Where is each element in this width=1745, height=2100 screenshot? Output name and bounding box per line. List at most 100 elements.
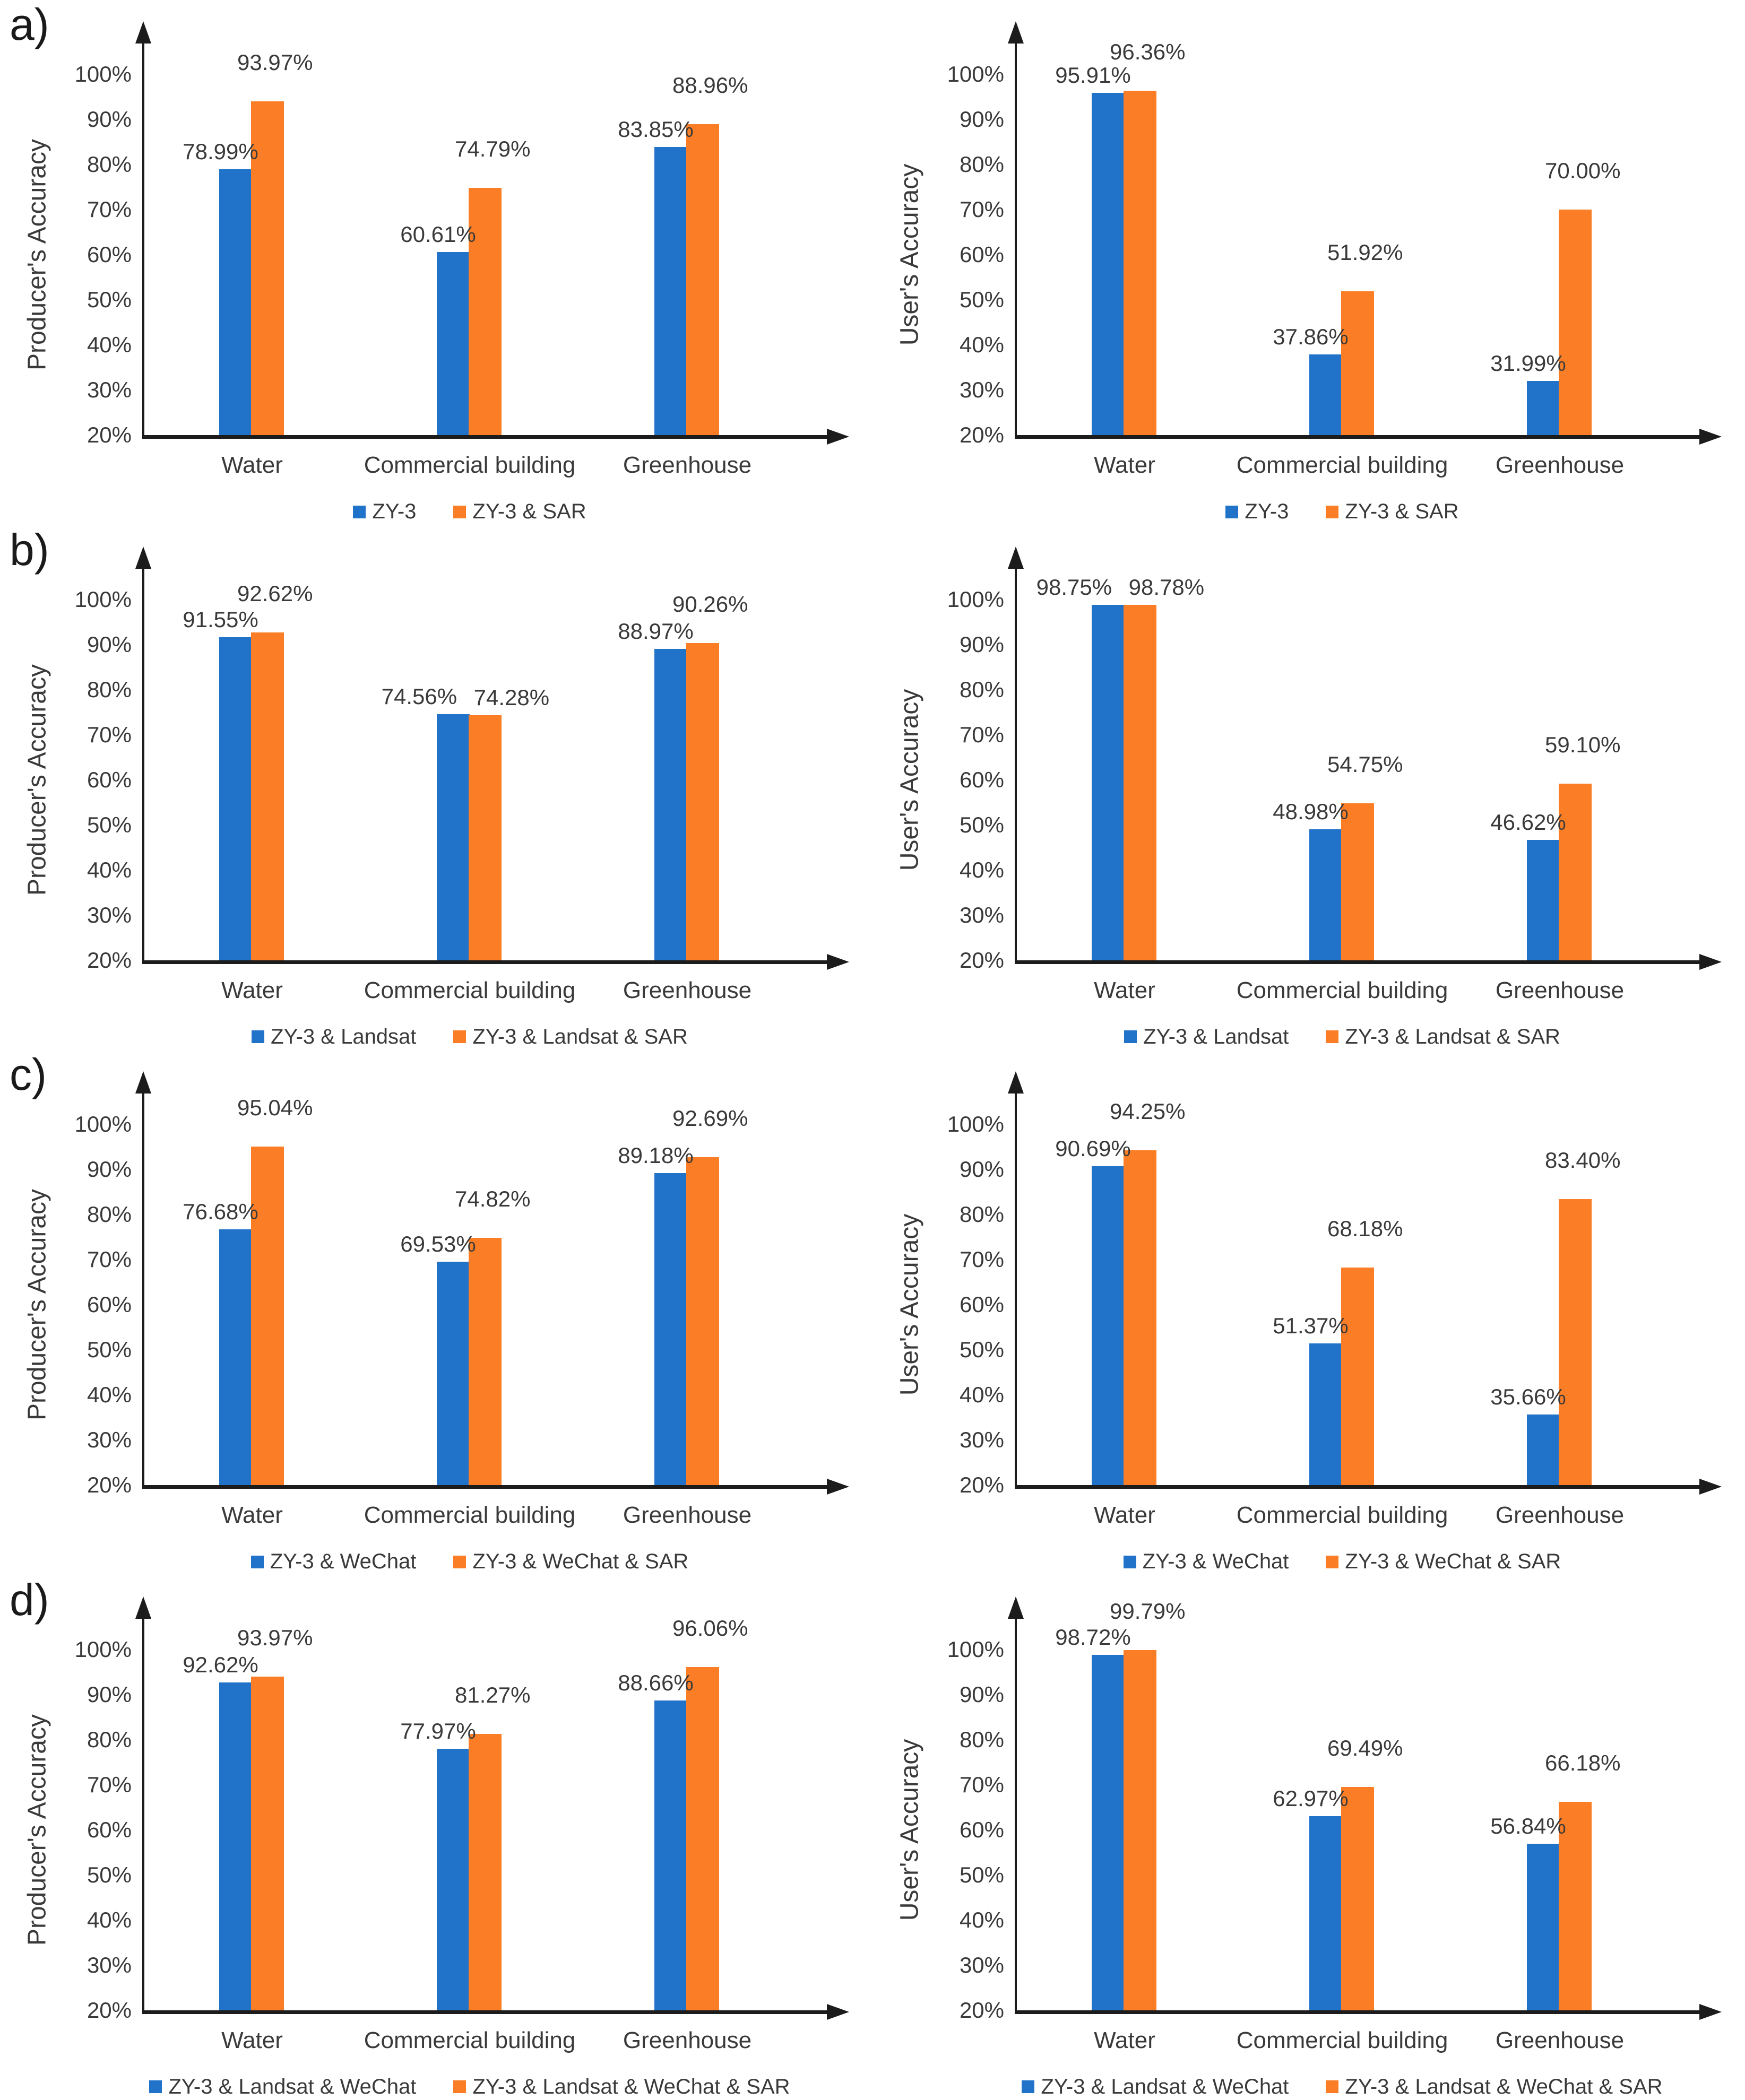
y-tick-label: 100% <box>74 1636 132 1662</box>
plot-area: 98.72% 99.79% 62.97% 69.49% 56.84% 66.18% <box>1016 1600 1669 2010</box>
legend-label: ZY-3 & Landsat & WeChat <box>168 2075 417 2098</box>
y-tick-label: 40% <box>959 1382 1004 1407</box>
bar-value-label: 96.36% <box>1110 39 1186 64</box>
y-tick-label: 50% <box>87 812 132 837</box>
y-tick-label: 60% <box>87 767 132 792</box>
legend-swatch <box>1225 505 1239 518</box>
y-tick-label: 90% <box>959 1681 1004 1707</box>
bar-value-label: 92.62% <box>183 1652 258 1678</box>
bar-value-label: 31.99% <box>1490 351 1566 376</box>
y-tick-label: 80% <box>87 1202 132 1227</box>
y-tick-label: 40% <box>87 1907 132 1932</box>
bar-value-label: 48.98% <box>1273 799 1349 825</box>
x-axis-arrow-icon <box>1699 2003 1722 2020</box>
legend-item: ZY-3 & WeChat & SAR <box>453 1550 688 1574</box>
bar-value-label: 81.27% <box>455 1682 531 1707</box>
y-tick-label: 90% <box>87 631 132 657</box>
bar-value-label: 74.56% <box>381 683 457 709</box>
bar-value-label: 69.53% <box>400 1231 476 1256</box>
legend-label: ZY-3 <box>372 500 417 523</box>
y-tick-label: 40% <box>87 332 132 357</box>
y-axis-arrow-icon <box>135 1071 151 1094</box>
bar-zy-3-landsat-wechat-sar <box>686 1667 719 2010</box>
legend-item: ZY-3 & WeChat <box>1123 1550 1289 1574</box>
bar-zy-3-landsat-wechat <box>1527 1844 1560 2010</box>
y-axis-arrow-icon <box>135 546 151 569</box>
legend-swatch <box>453 2080 467 2093</box>
bar-zy-3-sar <box>686 124 719 435</box>
x-axis-line <box>1015 960 1700 964</box>
y-tick-label: 100% <box>947 586 1004 612</box>
bar-value-label: 98.72% <box>1055 1625 1131 1650</box>
bar-zy-3-landsat <box>1092 605 1125 960</box>
legend-swatch <box>453 1555 467 1568</box>
panel-letter-d: d) <box>10 1574 49 1625</box>
bar-value-label: 90.69% <box>1055 1136 1131 1161</box>
y-tick-label: 40% <box>959 332 1004 357</box>
chart-d-users-accuracy: User's Accuracy 100% 90% 80% 70% 60% 50% 40% 30%… <box>872 1575 1745 2100</box>
x-axis-line <box>142 960 828 964</box>
legend: ZY-3 & Landsat ZY-3 & Landsat & SAR <box>1016 1025 1669 1049</box>
y-tick-label: 50% <box>87 1337 132 1362</box>
legend-label: ZY-3 & Landsat <box>1143 1025 1289 1048</box>
legend-swatch <box>1326 1555 1339 1568</box>
bar-zy-3-landsat-wechat-sar <box>1341 1786 1374 2010</box>
y-axis-line <box>142 42 144 437</box>
y-tick-label: 80% <box>87 676 132 702</box>
plot-area: 78.99% 93.97% 60.61% 74.79% 83.85% 88.96% <box>143 51 796 435</box>
y-tick-label: 30% <box>87 1427 132 1452</box>
legend: ZY-3 & WeChat ZY-3 & WeChat & SAR <box>143 1550 796 1574</box>
category-label-greenhouse: Greenhouse <box>1495 452 1625 478</box>
panel-letter-c: c) <box>10 1049 47 1099</box>
bar-zy-3-wechat <box>219 1229 252 1485</box>
legend-swatch <box>1326 1030 1339 1043</box>
category-label-water: Water <box>221 1502 283 1528</box>
bar-value-label: 91.55% <box>183 607 258 632</box>
y-axis-line <box>1015 1617 1017 2012</box>
legend-label: ZY-3 & WeChat & SAR <box>472 1550 689 1573</box>
legend-swatch <box>250 1555 264 1568</box>
y-axis-arrow-icon <box>1008 1071 1024 1094</box>
bar-value-label: 74.79% <box>455 136 531 162</box>
legend-swatch <box>149 2080 162 2093</box>
bar-value-label: 88.66% <box>618 1670 694 1695</box>
bar-zy-3-wechat-sar <box>469 1238 502 1485</box>
bar-value-label: 92.69% <box>672 1106 748 1131</box>
legend-swatch <box>353 505 366 518</box>
y-tick-label: 20% <box>87 422 132 447</box>
x-axis-arrow-icon <box>827 1479 849 1495</box>
legend-label: ZY-3 & Landsat & WeChat & SAR <box>1345 2075 1663 2098</box>
y-tick-label: 90% <box>959 107 1004 132</box>
bar-value-label: 83.40% <box>1545 1148 1621 1173</box>
bar-zy-3 <box>219 169 252 435</box>
bar-value-label: 78.99% <box>183 138 258 164</box>
y-axis-line <box>142 567 144 962</box>
category-label-greenhouse: Greenhouse <box>623 2027 752 2053</box>
bar-zy-3-wechat-sar <box>1124 1150 1156 1485</box>
bar-zy-3-landsat-sar <box>1341 803 1374 960</box>
bar-value-label: 99.79% <box>1110 1599 1186 1624</box>
bar-value-label: 54.75% <box>1327 752 1403 777</box>
y-tick-label: 60% <box>959 1817 1004 1842</box>
legend-swatch <box>1123 1555 1136 1568</box>
y-tick-label: 20% <box>87 1997 132 2023</box>
bar-zy-3-wechat <box>1092 1166 1125 1485</box>
y-axis-line <box>1015 567 1017 962</box>
bar-value-label: 51.92% <box>1327 239 1403 265</box>
bar-value-label: 93.97% <box>237 50 313 75</box>
bar-value-label: 89.18% <box>618 1142 694 1168</box>
y-tick-label: 60% <box>959 242 1004 267</box>
category-label-commercial-building: Commercial building <box>364 2027 576 2053</box>
x-axis-arrow-icon <box>827 429 849 445</box>
bar-zy-3 <box>1527 381 1560 435</box>
legend-item: ZY-3 & Landsat & WeChat & SAR <box>453 2075 790 2099</box>
bar-zy-3-wechat-sar <box>686 1157 719 1485</box>
y-tick-label: 70% <box>959 1772 1004 1797</box>
bar-zy-3-landsat <box>1527 840 1560 960</box>
y-axis-arrow-icon <box>135 21 151 44</box>
bar-value-label: 68.18% <box>1327 1216 1403 1242</box>
bar-value-label: 56.84% <box>1490 1813 1566 1839</box>
plot-area: 95.91% 96.36% 37.86% 51.92% 31.99% 70.00% <box>1016 40 1669 435</box>
y-tick-label: 30% <box>959 1952 1004 1977</box>
legend-swatch <box>1326 505 1339 518</box>
